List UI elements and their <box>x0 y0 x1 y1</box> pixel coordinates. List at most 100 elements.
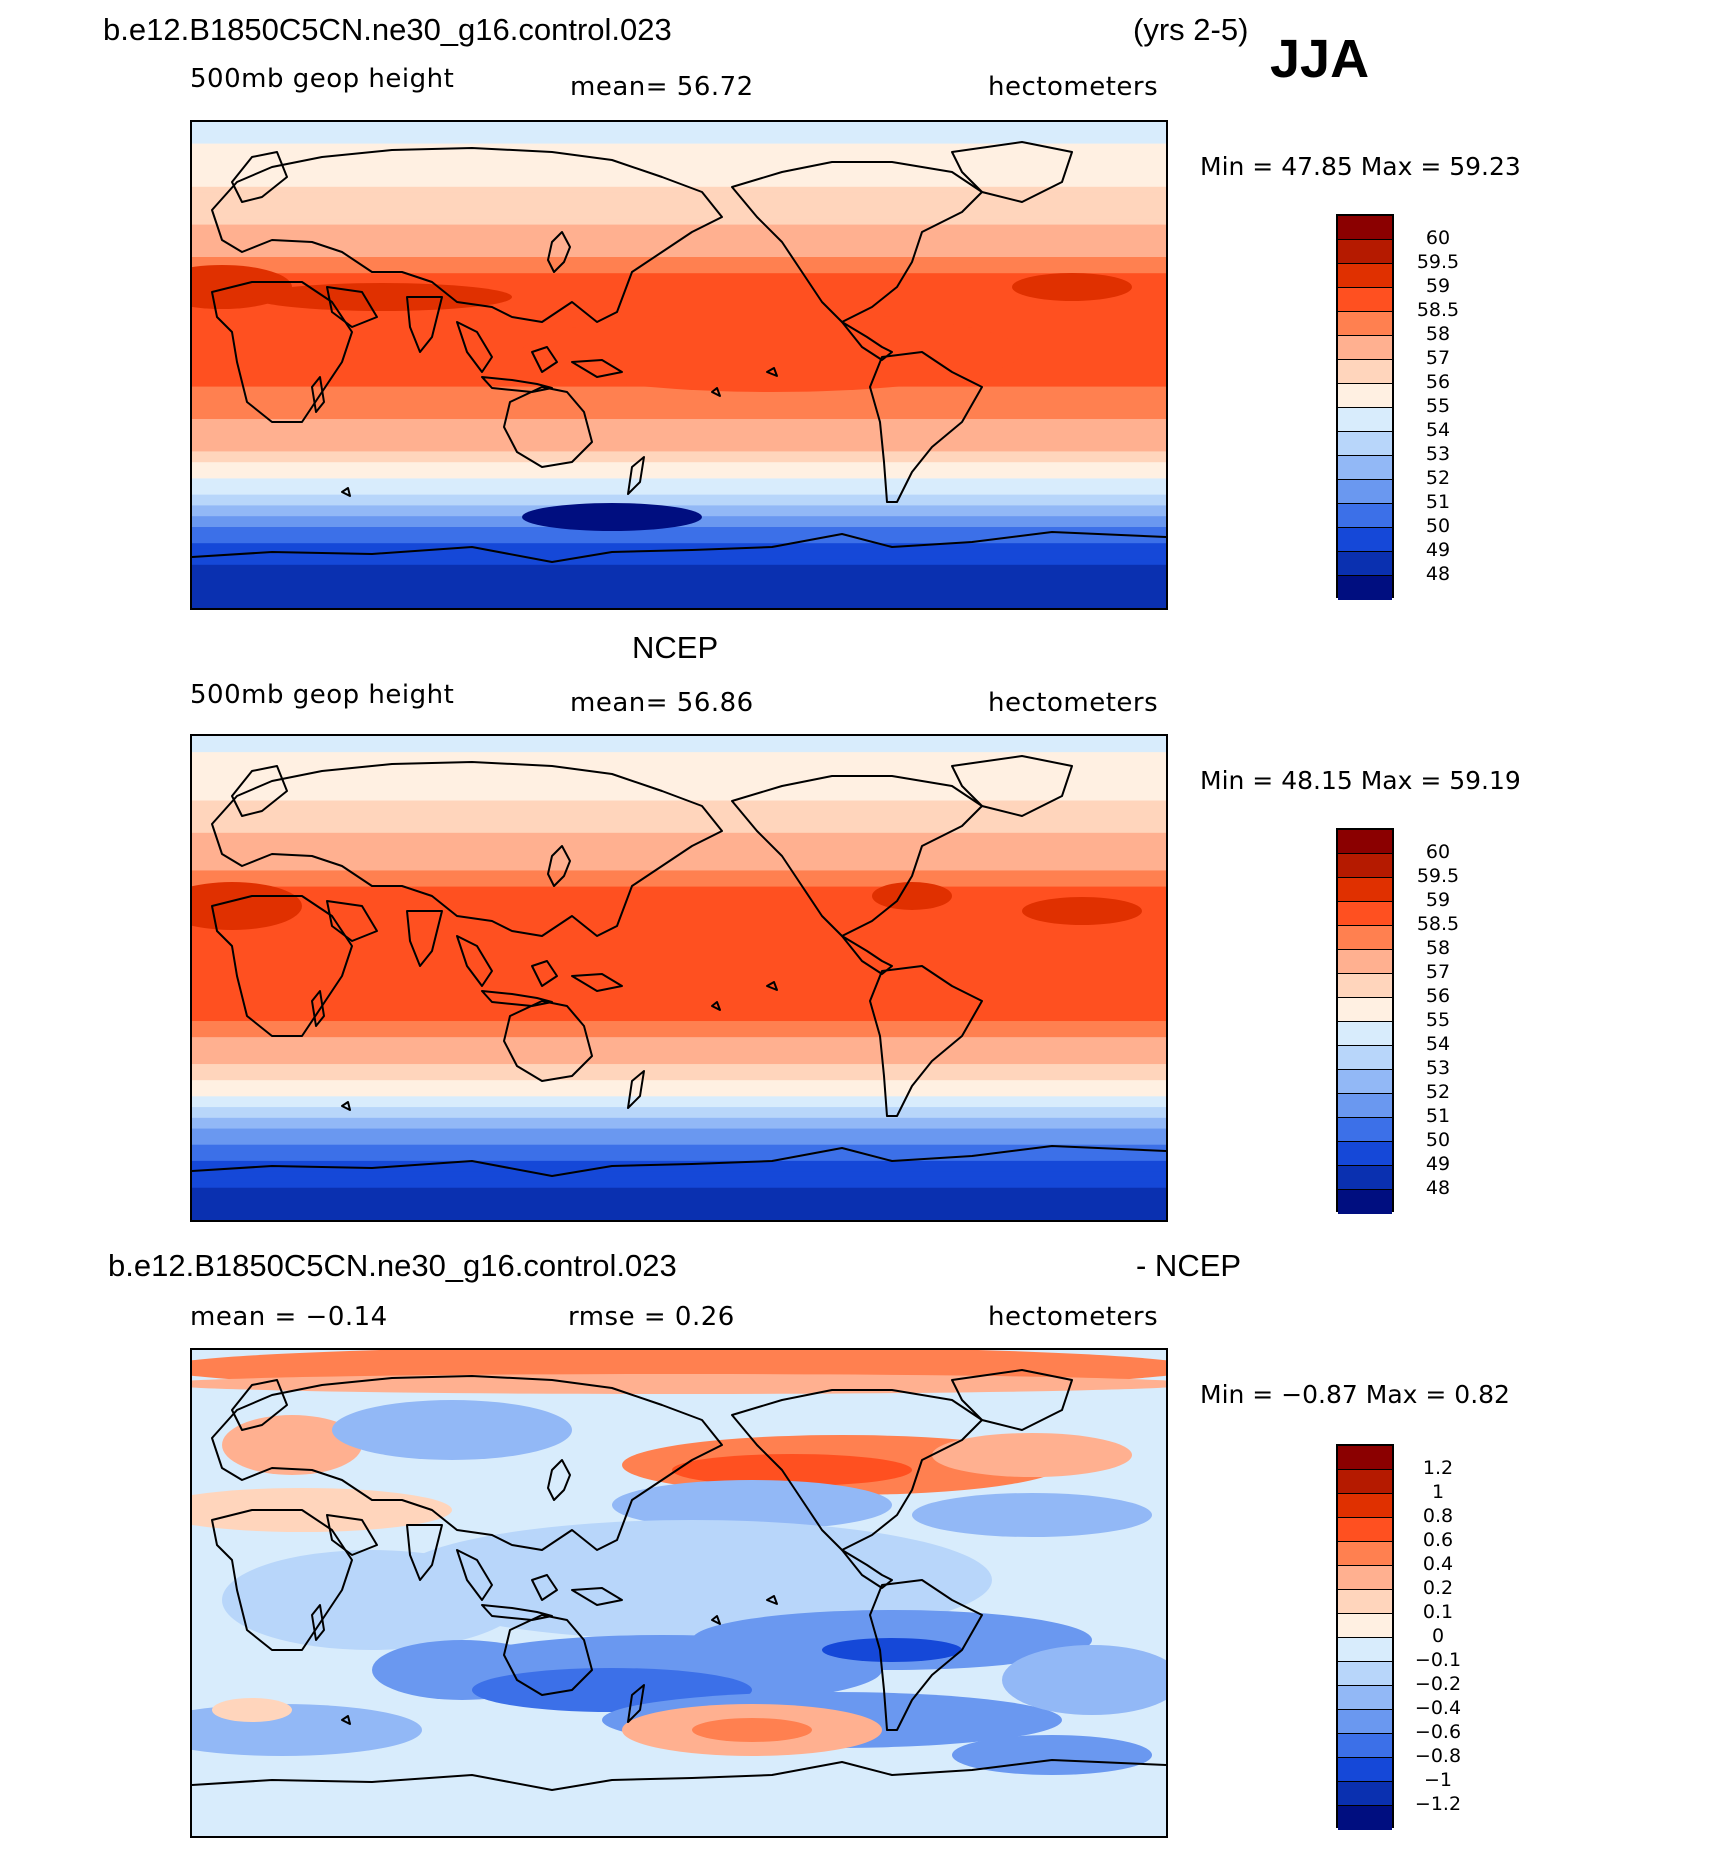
contour-band <box>192 1182 1166 1189</box>
colorbar-label: 59 <box>1425 889 1451 911</box>
colorbar-box <box>1338 384 1392 408</box>
colorbar-box <box>1338 1734 1392 1758</box>
panel3-mean-label: mean = −0.14 <box>190 1302 388 1332</box>
contour-band <box>192 176 1166 183</box>
season-label: JJA <box>1270 29 1370 89</box>
colorbar-box <box>1338 1142 1392 1166</box>
colorbar-box <box>1338 1166 1392 1190</box>
colorbar-label: 57 <box>1425 347 1451 369</box>
colorbar-box <box>1338 1190 1392 1214</box>
contour-band <box>192 170 1166 177</box>
contour-band <box>192 532 1166 539</box>
colorbar-box <box>1338 1782 1392 1806</box>
contour-band <box>192 591 1166 599</box>
contour-feature <box>222 1415 362 1475</box>
colorbar-label: 0 <box>1431 1625 1445 1647</box>
contour-band <box>192 848 1166 856</box>
contour-band <box>192 559 1166 566</box>
contour-band <box>192 800 1166 807</box>
contour-band <box>192 779 1166 786</box>
contour-band <box>192 843 1166 850</box>
contour-band <box>192 951 1166 958</box>
colorbar-box <box>1338 1022 1392 1046</box>
contour-feature <box>192 1374 1166 1394</box>
colorbar-box <box>1338 576 1392 600</box>
colorbar-label: 59.5 <box>1416 865 1460 887</box>
colorbar-box <box>1338 1518 1392 1542</box>
colorbar-label: 58.5 <box>1416 299 1460 321</box>
contour-band <box>192 154 1166 161</box>
contour-feature <box>952 1735 1152 1775</box>
contour-band <box>192 451 1166 458</box>
contour-band <box>192 875 1166 883</box>
contour-feature <box>932 1433 1132 1477</box>
colorbar-box <box>1338 216 1392 240</box>
contour-feature <box>612 1480 892 1530</box>
contour-band <box>192 827 1166 834</box>
colorbar-box <box>1338 1638 1392 1662</box>
contour-band <box>192 865 1166 872</box>
panel3-units-label: hectometers <box>988 1302 1159 1332</box>
contour-band <box>192 473 1166 480</box>
contour-band <box>192 940 1166 947</box>
contour-band <box>192 1015 1166 1023</box>
contour-band <box>192 1010 1166 1017</box>
contour-band <box>192 1080 1166 1087</box>
contour-band <box>192 934 1166 942</box>
contour-band <box>192 424 1166 431</box>
contour-band <box>192 446 1166 453</box>
contour-band <box>192 1042 1166 1049</box>
panel2-contour-bands <box>192 736 1166 1220</box>
contour-band <box>192 273 1166 280</box>
contour-band <box>192 1021 1166 1028</box>
contour-band <box>192 1193 1166 1200</box>
panel1-contour-features <box>192 265 1132 531</box>
colorbar-box <box>1338 1070 1392 1094</box>
panel1-map-svg <box>192 122 1166 608</box>
panel1-mean-label: mean= 56.72 <box>570 72 754 102</box>
contour-band <box>192 1112 1166 1119</box>
contour-feature <box>222 1550 522 1650</box>
contour-band <box>192 305 1166 312</box>
contour-band <box>192 149 1166 156</box>
contour-band <box>192 999 1166 1006</box>
contour-feature <box>822 1638 962 1662</box>
contour-band <box>192 1004 1166 1012</box>
contour-band <box>192 1166 1166 1173</box>
contour-feature <box>672 1454 912 1486</box>
colorbar-label: 59 <box>1425 275 1451 297</box>
colorbar-label: 59.5 <box>1416 251 1460 273</box>
contour-band <box>192 597 1166 604</box>
contour-band <box>192 311 1166 318</box>
contour-band <box>192 1209 1166 1216</box>
contour-band <box>192 886 1166 893</box>
contour-band <box>192 429 1166 437</box>
colorbar-box <box>1338 1542 1392 1566</box>
contour-band <box>192 138 1166 145</box>
colorbar-box <box>1338 1094 1392 1118</box>
contour-feature <box>872 882 952 910</box>
panel3-map <box>190 1348 1168 1838</box>
contour-band <box>192 1139 1166 1146</box>
contour-band <box>192 581 1166 588</box>
contour-band <box>192 752 1166 759</box>
contour-band <box>192 1047 1166 1055</box>
colorbar-label: 50 <box>1425 1129 1451 1151</box>
colorbar-label: 52 <box>1425 467 1451 489</box>
contour-band <box>192 1058 1166 1066</box>
contour-band <box>192 284 1166 291</box>
panel2-contour-features <box>192 882 1142 930</box>
contour-band <box>192 1107 1166 1114</box>
contour-band <box>192 789 1166 797</box>
colorbar-box <box>1338 830 1392 854</box>
contour-band <box>192 1117 1166 1125</box>
contour-band <box>192 483 1166 491</box>
panel2-mean-label: mean= 56.86 <box>570 688 754 718</box>
contour-band <box>192 929 1166 936</box>
contour-feature <box>1002 1645 1166 1715</box>
contour-feature <box>1022 897 1142 925</box>
contour-band <box>192 197 1166 204</box>
colorbar-box <box>1338 1590 1392 1614</box>
contour-band <box>192 397 1166 404</box>
colorbar-box <box>1338 950 1392 974</box>
